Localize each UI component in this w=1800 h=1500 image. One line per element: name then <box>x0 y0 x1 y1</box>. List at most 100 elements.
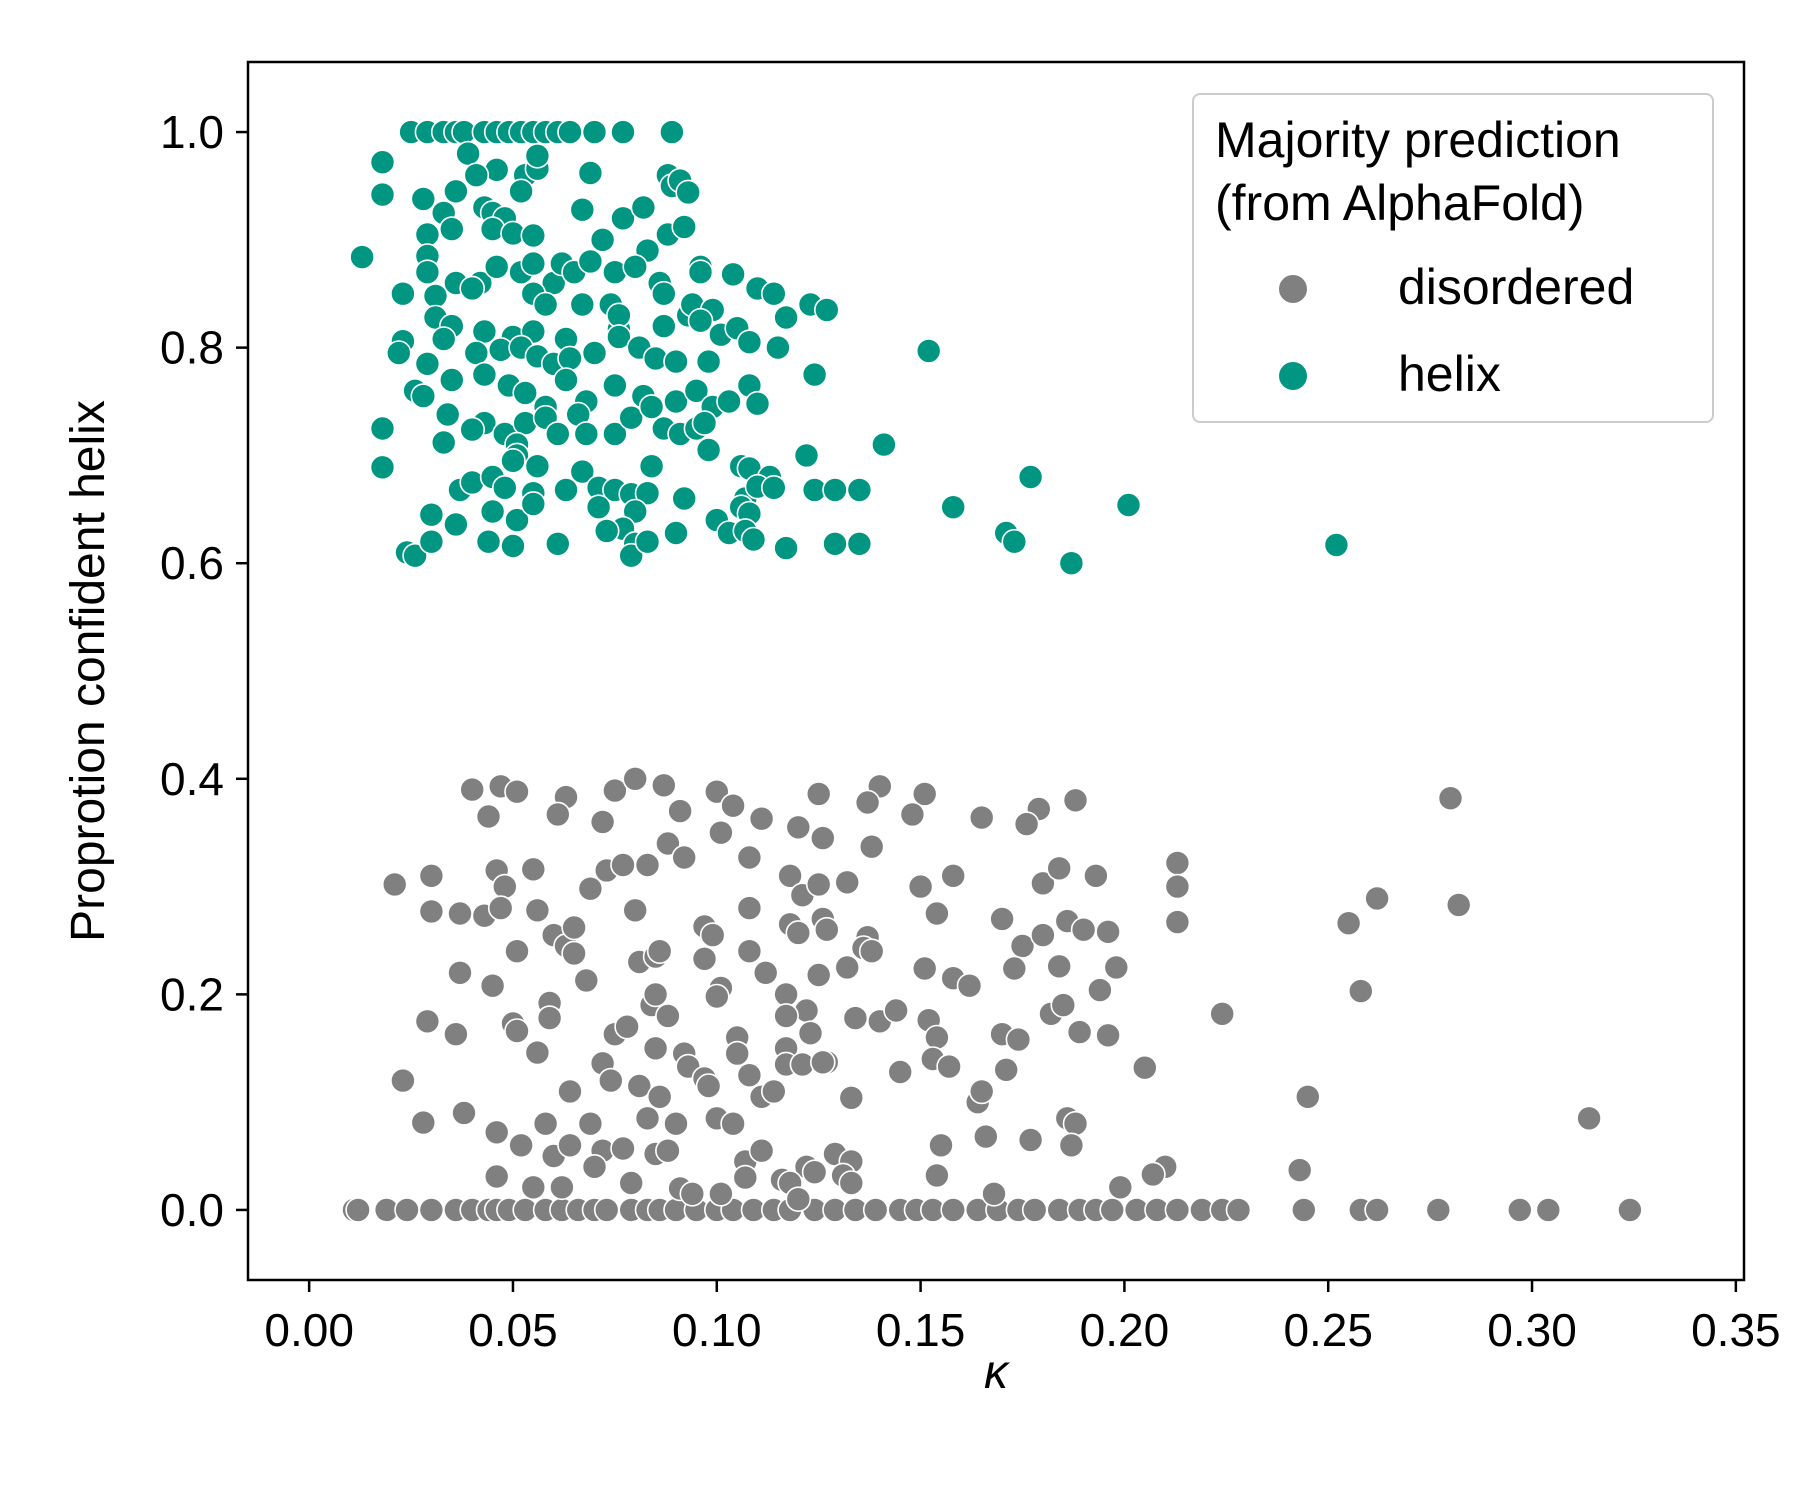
point-disordered <box>805 871 832 898</box>
point-disordered <box>1087 977 1113 1003</box>
point-disordered <box>720 1110 746 1137</box>
point-disordered <box>1095 1022 1121 1049</box>
point-disordered <box>732 1164 759 1191</box>
point-helix <box>471 361 498 388</box>
point-disordered <box>634 1105 661 1132</box>
point-disordered <box>1364 1197 1390 1223</box>
point-disordered <box>549 1174 575 1201</box>
point-disordered <box>773 981 799 1008</box>
point-helix <box>479 498 506 525</box>
point-disordered <box>642 1035 669 1062</box>
point-disordered <box>1050 992 1077 1018</box>
point-disordered <box>1535 1197 1562 1223</box>
point-helix <box>581 119 608 145</box>
point-helix <box>544 421 571 447</box>
point-disordered <box>736 895 763 921</box>
point-disordered <box>924 900 950 927</box>
plot-frame <box>246 60 1746 1282</box>
point-helix <box>606 324 632 350</box>
point-disordered <box>924 1162 950 1189</box>
point-helix <box>593 518 620 544</box>
point-disordered <box>655 1137 681 1164</box>
point-disordered <box>1164 850 1191 876</box>
legend-box <box>1192 93 1714 423</box>
point-disordered <box>679 1181 706 1207</box>
point-helix <box>585 494 612 521</box>
point-disordered <box>1062 1110 1089 1137</box>
x-tick-label: 0.20 <box>1080 1304 1170 1356</box>
point-disordered <box>785 814 812 841</box>
point-helix <box>589 227 616 253</box>
point-helix <box>650 280 677 307</box>
point-disordered <box>536 1005 563 1031</box>
point-helix <box>443 511 469 538</box>
point-helix <box>369 181 396 208</box>
point-disordered <box>1164 909 1191 935</box>
point-helix <box>577 160 604 186</box>
point-disordered <box>1107 1174 1134 1201</box>
point-helix <box>414 350 441 377</box>
point-helix <box>455 140 481 167</box>
point-helix <box>695 437 722 463</box>
x-tick-label: 0.05 <box>468 1304 558 1356</box>
point-disordered <box>911 955 938 982</box>
point-disordered <box>508 1132 534 1159</box>
point-helix <box>577 248 604 275</box>
point-disordered <box>646 938 673 965</box>
point-disordered <box>524 897 551 924</box>
x-tick-label: 0.25 <box>1283 1304 1373 1356</box>
point-disordered <box>573 967 600 994</box>
point-helix <box>915 338 942 364</box>
point-helix <box>602 421 628 447</box>
point-disordered <box>557 1078 583 1105</box>
point-disordered <box>394 1197 420 1223</box>
point-helix <box>500 447 526 474</box>
point-helix <box>438 216 465 242</box>
point-disordered <box>695 1073 722 1099</box>
point-disordered <box>483 1119 510 1146</box>
point-helix <box>659 119 685 145</box>
point-helix <box>418 528 445 555</box>
point-helix <box>532 291 559 318</box>
y-tick-label: 0.2 <box>160 968 224 1020</box>
point-disordered <box>1617 1197 1643 1223</box>
point-disordered <box>1364 885 1390 912</box>
point-disordered <box>418 898 445 925</box>
point-disordered <box>1062 787 1089 814</box>
point-helix <box>553 477 579 503</box>
point-helix <box>1017 464 1044 490</box>
point-helix <box>740 526 767 553</box>
point-disordered <box>1095 918 1121 945</box>
point-helix <box>390 280 416 307</box>
point-helix <box>638 453 665 480</box>
point-disordered <box>1046 855 1072 882</box>
point-disordered <box>736 844 763 871</box>
x-tick-label: 0.10 <box>672 1304 762 1356</box>
point-helix <box>1323 532 1350 558</box>
point-helix <box>569 291 596 318</box>
point-disordered <box>981 1181 1007 1207</box>
point-helix <box>760 280 787 307</box>
point-disordered <box>1209 1000 1235 1027</box>
point-helix <box>813 297 840 323</box>
point-helix <box>524 143 551 169</box>
point-disordered <box>956 972 983 999</box>
point-helix <box>414 259 441 286</box>
point-disordered <box>785 1186 812 1212</box>
point-helix <box>765 334 791 361</box>
point-helix <box>602 372 628 399</box>
point-helix <box>463 340 490 366</box>
y-tick-label: 1.0 <box>160 106 224 158</box>
point-helix <box>610 119 636 145</box>
point-helix <box>422 283 449 309</box>
point-helix <box>491 474 518 501</box>
point-disordered <box>1009 933 1036 959</box>
point-helix <box>581 340 608 366</box>
point-disordered <box>581 1154 608 1180</box>
legend-title-line1: Majority prediction <box>1215 112 1621 168</box>
point-disordered <box>940 862 967 889</box>
point-helix <box>520 250 547 277</box>
point-helix <box>793 442 820 469</box>
point-helix <box>418 501 445 528</box>
point-disordered <box>809 825 836 851</box>
